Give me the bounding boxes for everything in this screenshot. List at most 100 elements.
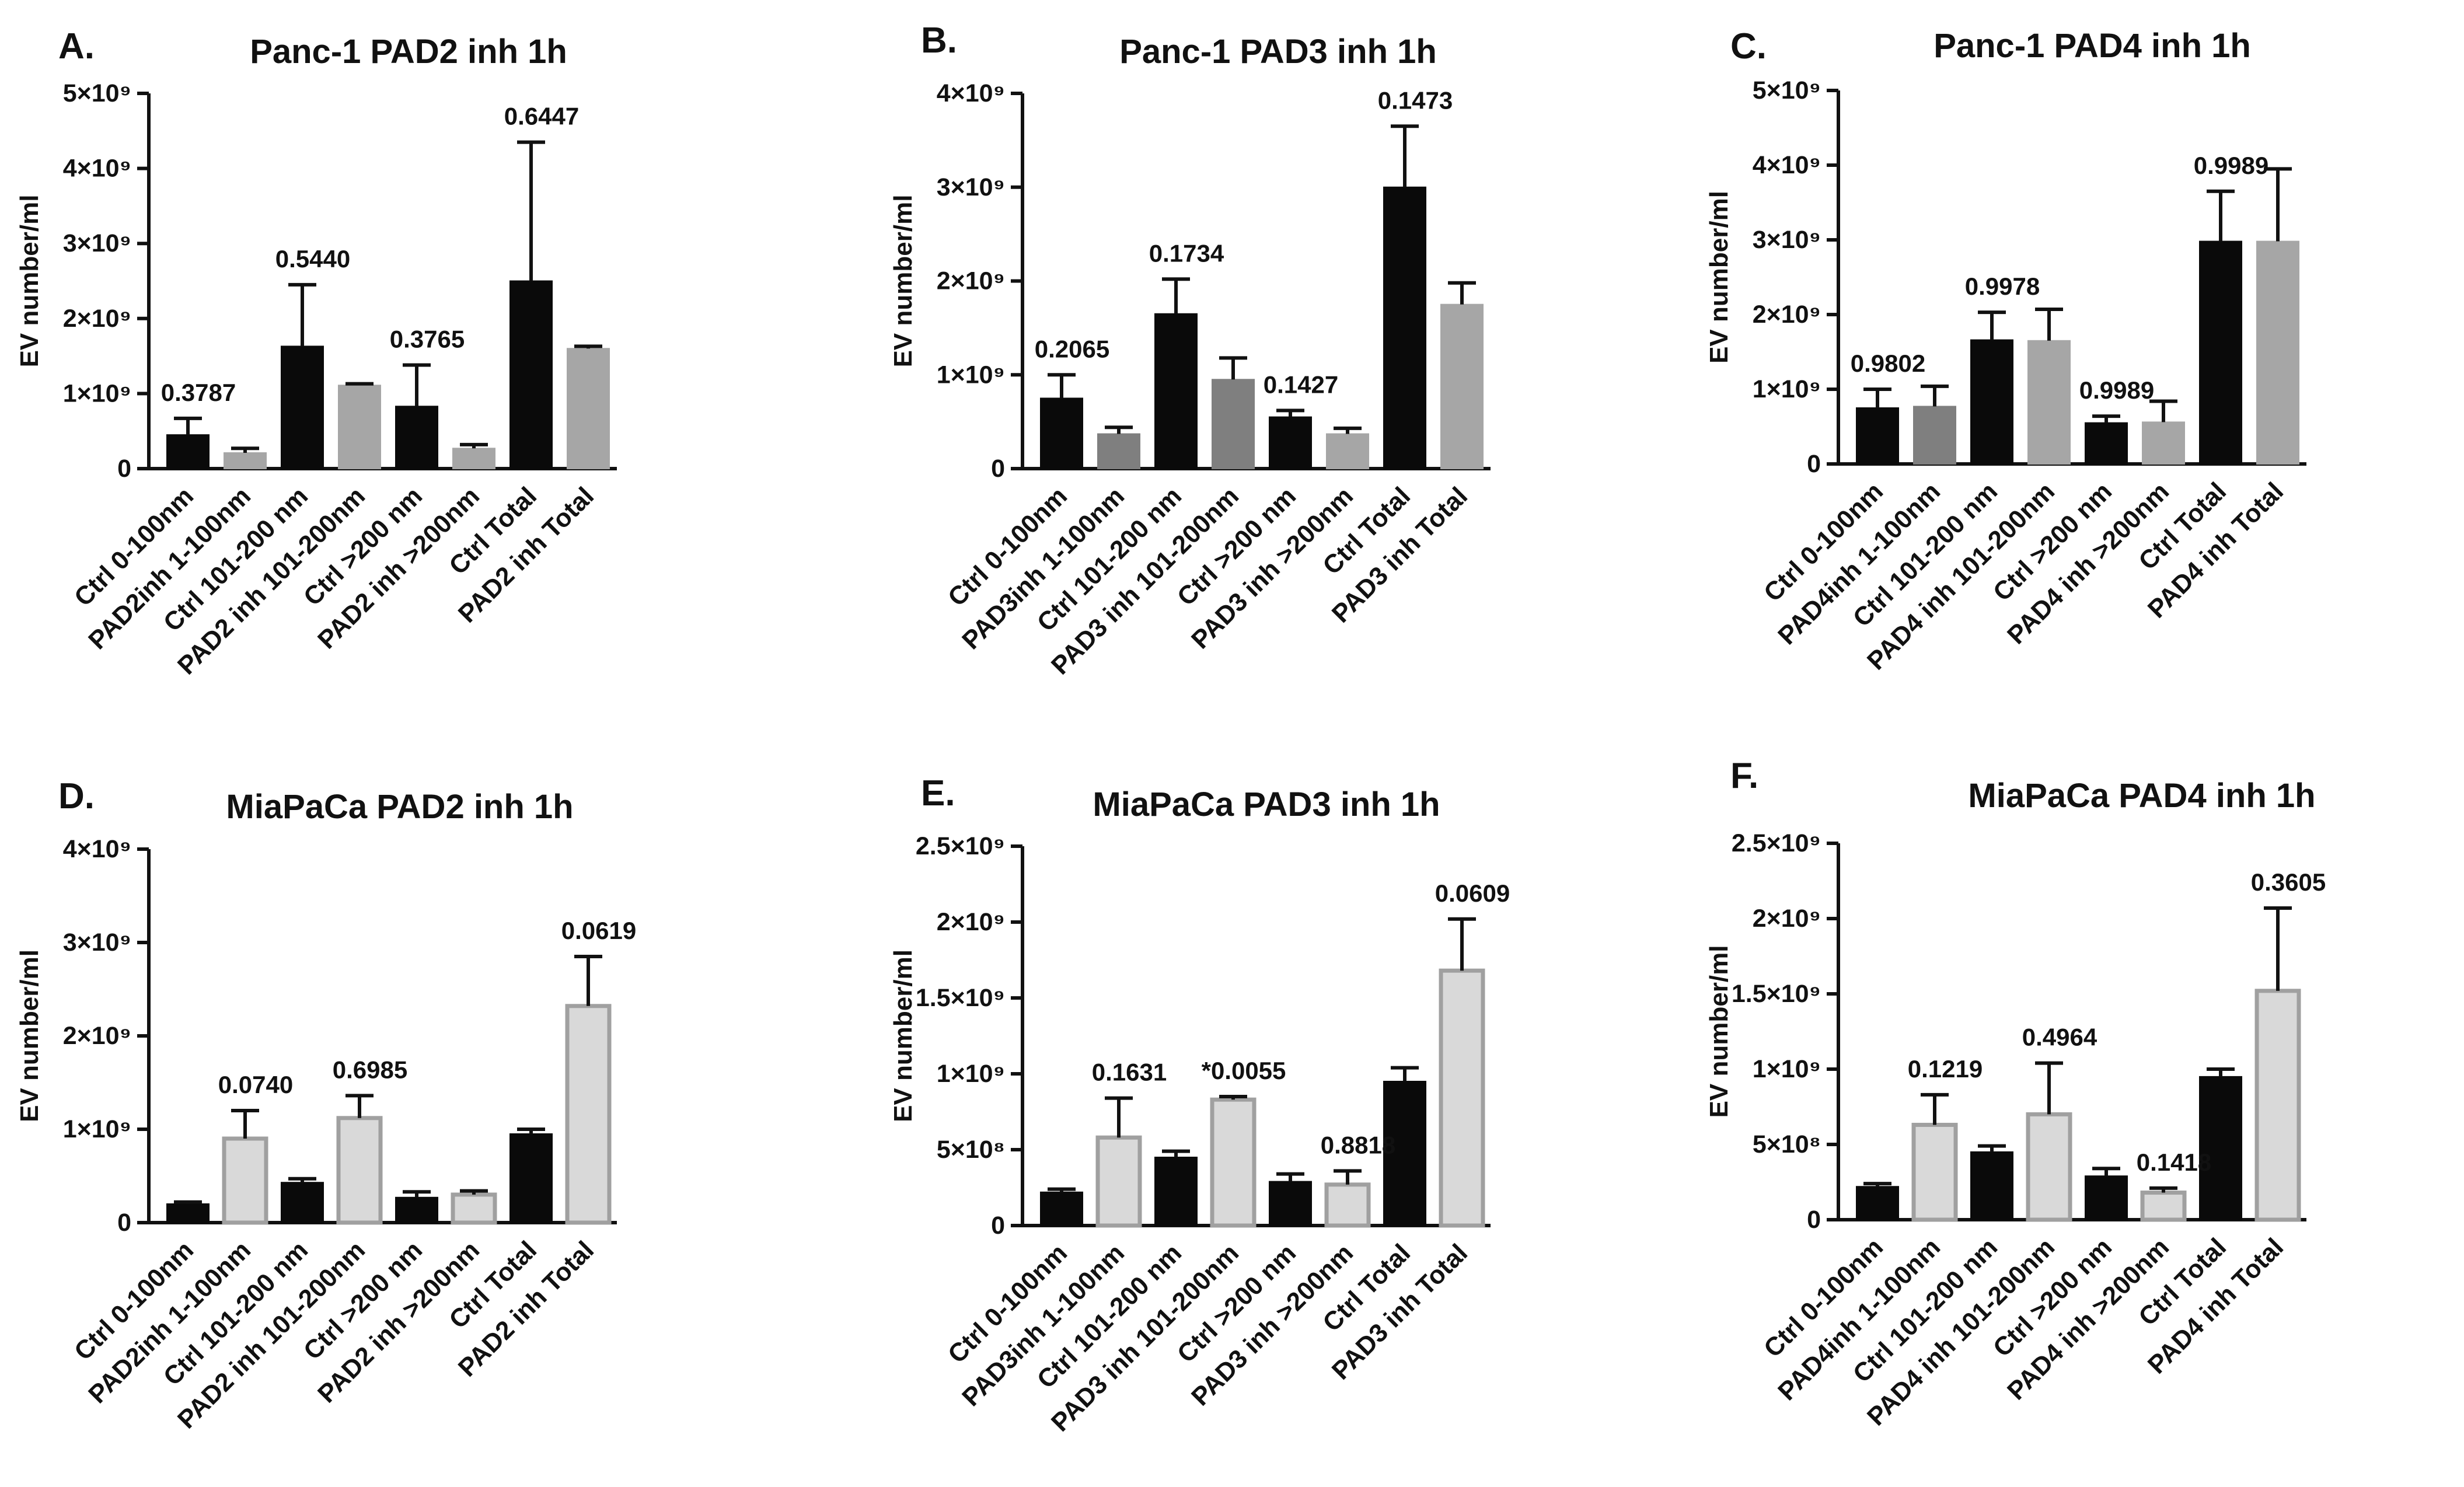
bar xyxy=(1095,1135,1142,1228)
bar xyxy=(2026,1112,2072,1222)
bar xyxy=(281,345,324,470)
bar xyxy=(509,1133,553,1223)
p-value-label: *0.0055 xyxy=(1202,1057,1286,1084)
y-tick-label: 4×10⁹ xyxy=(63,155,131,183)
bar xyxy=(1383,1081,1426,1226)
chart-title: Panc-1 PAD2 inh 1h xyxy=(250,33,567,71)
p-value-label: 0.1631 xyxy=(1092,1059,1167,1086)
bar xyxy=(509,280,553,469)
y-tick-label: 4×10⁹ xyxy=(937,79,1005,107)
bar xyxy=(2199,1076,2242,1221)
bar xyxy=(567,348,610,469)
p-value-label: 0.1734 xyxy=(1149,239,1224,267)
p-value-label: 0.1473 xyxy=(1378,86,1453,114)
bar xyxy=(2254,989,2301,1222)
y-tick-label: 1×10⁹ xyxy=(1753,1055,1821,1083)
bar xyxy=(1970,1151,2013,1221)
y-tick-label: 5×10⁸ xyxy=(937,1136,1005,1164)
bar xyxy=(1440,303,1484,469)
p-value-label: 0.0619 xyxy=(561,917,636,944)
p-value-label: 0.3787 xyxy=(161,379,236,406)
chart-title: Panc-1 PAD3 inh 1h xyxy=(1119,33,1437,71)
bar xyxy=(222,1136,268,1225)
p-value-label: 0.6985 xyxy=(333,1056,407,1083)
bar xyxy=(395,406,438,470)
p-value-label: 0.3765 xyxy=(390,326,465,353)
p-value-label: 0.2065 xyxy=(1035,335,1109,362)
bar xyxy=(2085,1175,2128,1221)
y-tick-label: 0 xyxy=(1807,450,1821,478)
y-tick-label: 3×10⁹ xyxy=(63,928,131,957)
y-tick-label: 2×10⁹ xyxy=(1753,905,1821,933)
p-value-label: 0.9978 xyxy=(1965,273,2040,300)
y-axis-label: EV number/ml xyxy=(889,950,917,1122)
p-value-label: 0.3605 xyxy=(2251,868,2326,896)
y-tick-label: 1×10⁹ xyxy=(1753,375,1821,403)
p-value-label: 0.8818 xyxy=(1321,1131,1395,1158)
bar xyxy=(1269,1181,1312,1226)
panel-a: A. Panc-1 PAD2 inh 1h EV number/ml 0 1×10⁹ 2×… xyxy=(15,26,617,680)
panel-d: D. MiaPaCa PAD2 inh 1h EV number/ml 0 1×10⁹ 2… xyxy=(15,776,636,1434)
chart-title: Panc-1 PAD4 inh 1h xyxy=(1933,27,2251,65)
p-value-label: 0.9989 xyxy=(2079,376,2154,404)
y-axis-label: EV number/ml xyxy=(889,195,917,368)
bar xyxy=(1439,968,1485,1228)
chart-title: MiaPaCa PAD2 inh 1h xyxy=(226,788,573,826)
y-tick-label: 4×10⁹ xyxy=(1753,151,1821,179)
bar xyxy=(565,1004,612,1225)
y-tick-label: 2.5×10⁹ xyxy=(1732,829,1821,857)
p-value-label: 0.1219 xyxy=(1908,1055,1983,1083)
y-tick-label: 5×10⁹ xyxy=(1753,76,1821,104)
bar xyxy=(166,1203,210,1223)
bar xyxy=(2199,240,2242,465)
bar xyxy=(2256,240,2299,465)
y-axis-label: EV number/ml xyxy=(15,950,44,1122)
panel-letter: E. xyxy=(921,773,955,814)
p-value-label: 0.5440 xyxy=(275,245,350,273)
bar xyxy=(1040,397,1083,469)
y-tick-label: 1×10⁹ xyxy=(937,361,1005,389)
bar xyxy=(1154,313,1198,469)
y-tick-label: 4×10⁹ xyxy=(63,835,131,863)
p-value-label: 0.9989 xyxy=(2194,152,2268,179)
bar xyxy=(1913,406,1956,465)
y-tick-label: 0 xyxy=(991,1212,1005,1240)
bar xyxy=(1324,1182,1371,1228)
bar xyxy=(451,1192,497,1225)
panel-f: F. MiaPaCa PAD4 inh 1h EV number/ml 0 5×10⁸ 1… xyxy=(1705,756,2326,1432)
y-tick-label: 0 xyxy=(1807,1206,1821,1234)
bar xyxy=(1856,407,1899,465)
bar xyxy=(1269,416,1312,470)
y-tick-label: 0 xyxy=(991,455,1005,483)
y-tick-label: 1.5×10⁹ xyxy=(916,984,1005,1012)
y-tick-label: 1×10⁹ xyxy=(63,379,131,407)
bar xyxy=(338,385,381,470)
p-value-label: 0.4964 xyxy=(2022,1024,2097,1051)
bar xyxy=(281,1182,324,1223)
p-value-label: 0.9802 xyxy=(1851,350,1925,377)
y-tick-label: 2×10⁹ xyxy=(937,908,1005,936)
y-axis-label: EV number/ml xyxy=(1705,945,1733,1118)
y-tick-label: 1×10⁹ xyxy=(63,1115,131,1143)
bar xyxy=(1326,433,1369,470)
bar xyxy=(1210,1097,1257,1228)
bar xyxy=(166,434,210,470)
y-tick-label: 2×10⁹ xyxy=(1753,301,1821,329)
y-tick-label: 2.5×10⁹ xyxy=(916,832,1005,860)
y-tick-label: 3×10⁹ xyxy=(63,229,131,257)
p-value-label: 0.1418 xyxy=(2137,1149,2211,1176)
panel-e: E. MiaPaCa PAD3 inh 1h EV number/ml 0 5×10⁸ 1… xyxy=(889,773,1510,1437)
panel-c: C. Panc-1 PAD4 inh 1h EV number/ml 0 1×10⁹ 2×… xyxy=(1705,26,2306,676)
y-tick-label: 0 xyxy=(117,455,131,483)
bar xyxy=(1970,339,2013,465)
p-value-label: 0.0740 xyxy=(218,1071,293,1098)
bar xyxy=(1040,1191,1083,1227)
p-value-label: 0.1427 xyxy=(1264,371,1338,398)
bar xyxy=(1097,433,1140,470)
chart-title: MiaPaCa PAD4 inh 1h xyxy=(1968,777,2315,815)
chart-title: MiaPaCa PAD3 inh 1h xyxy=(1093,786,1440,823)
p-value-label: 0.6447 xyxy=(504,103,579,130)
y-tick-label: 0 xyxy=(117,1209,131,1237)
bar xyxy=(1383,186,1426,469)
